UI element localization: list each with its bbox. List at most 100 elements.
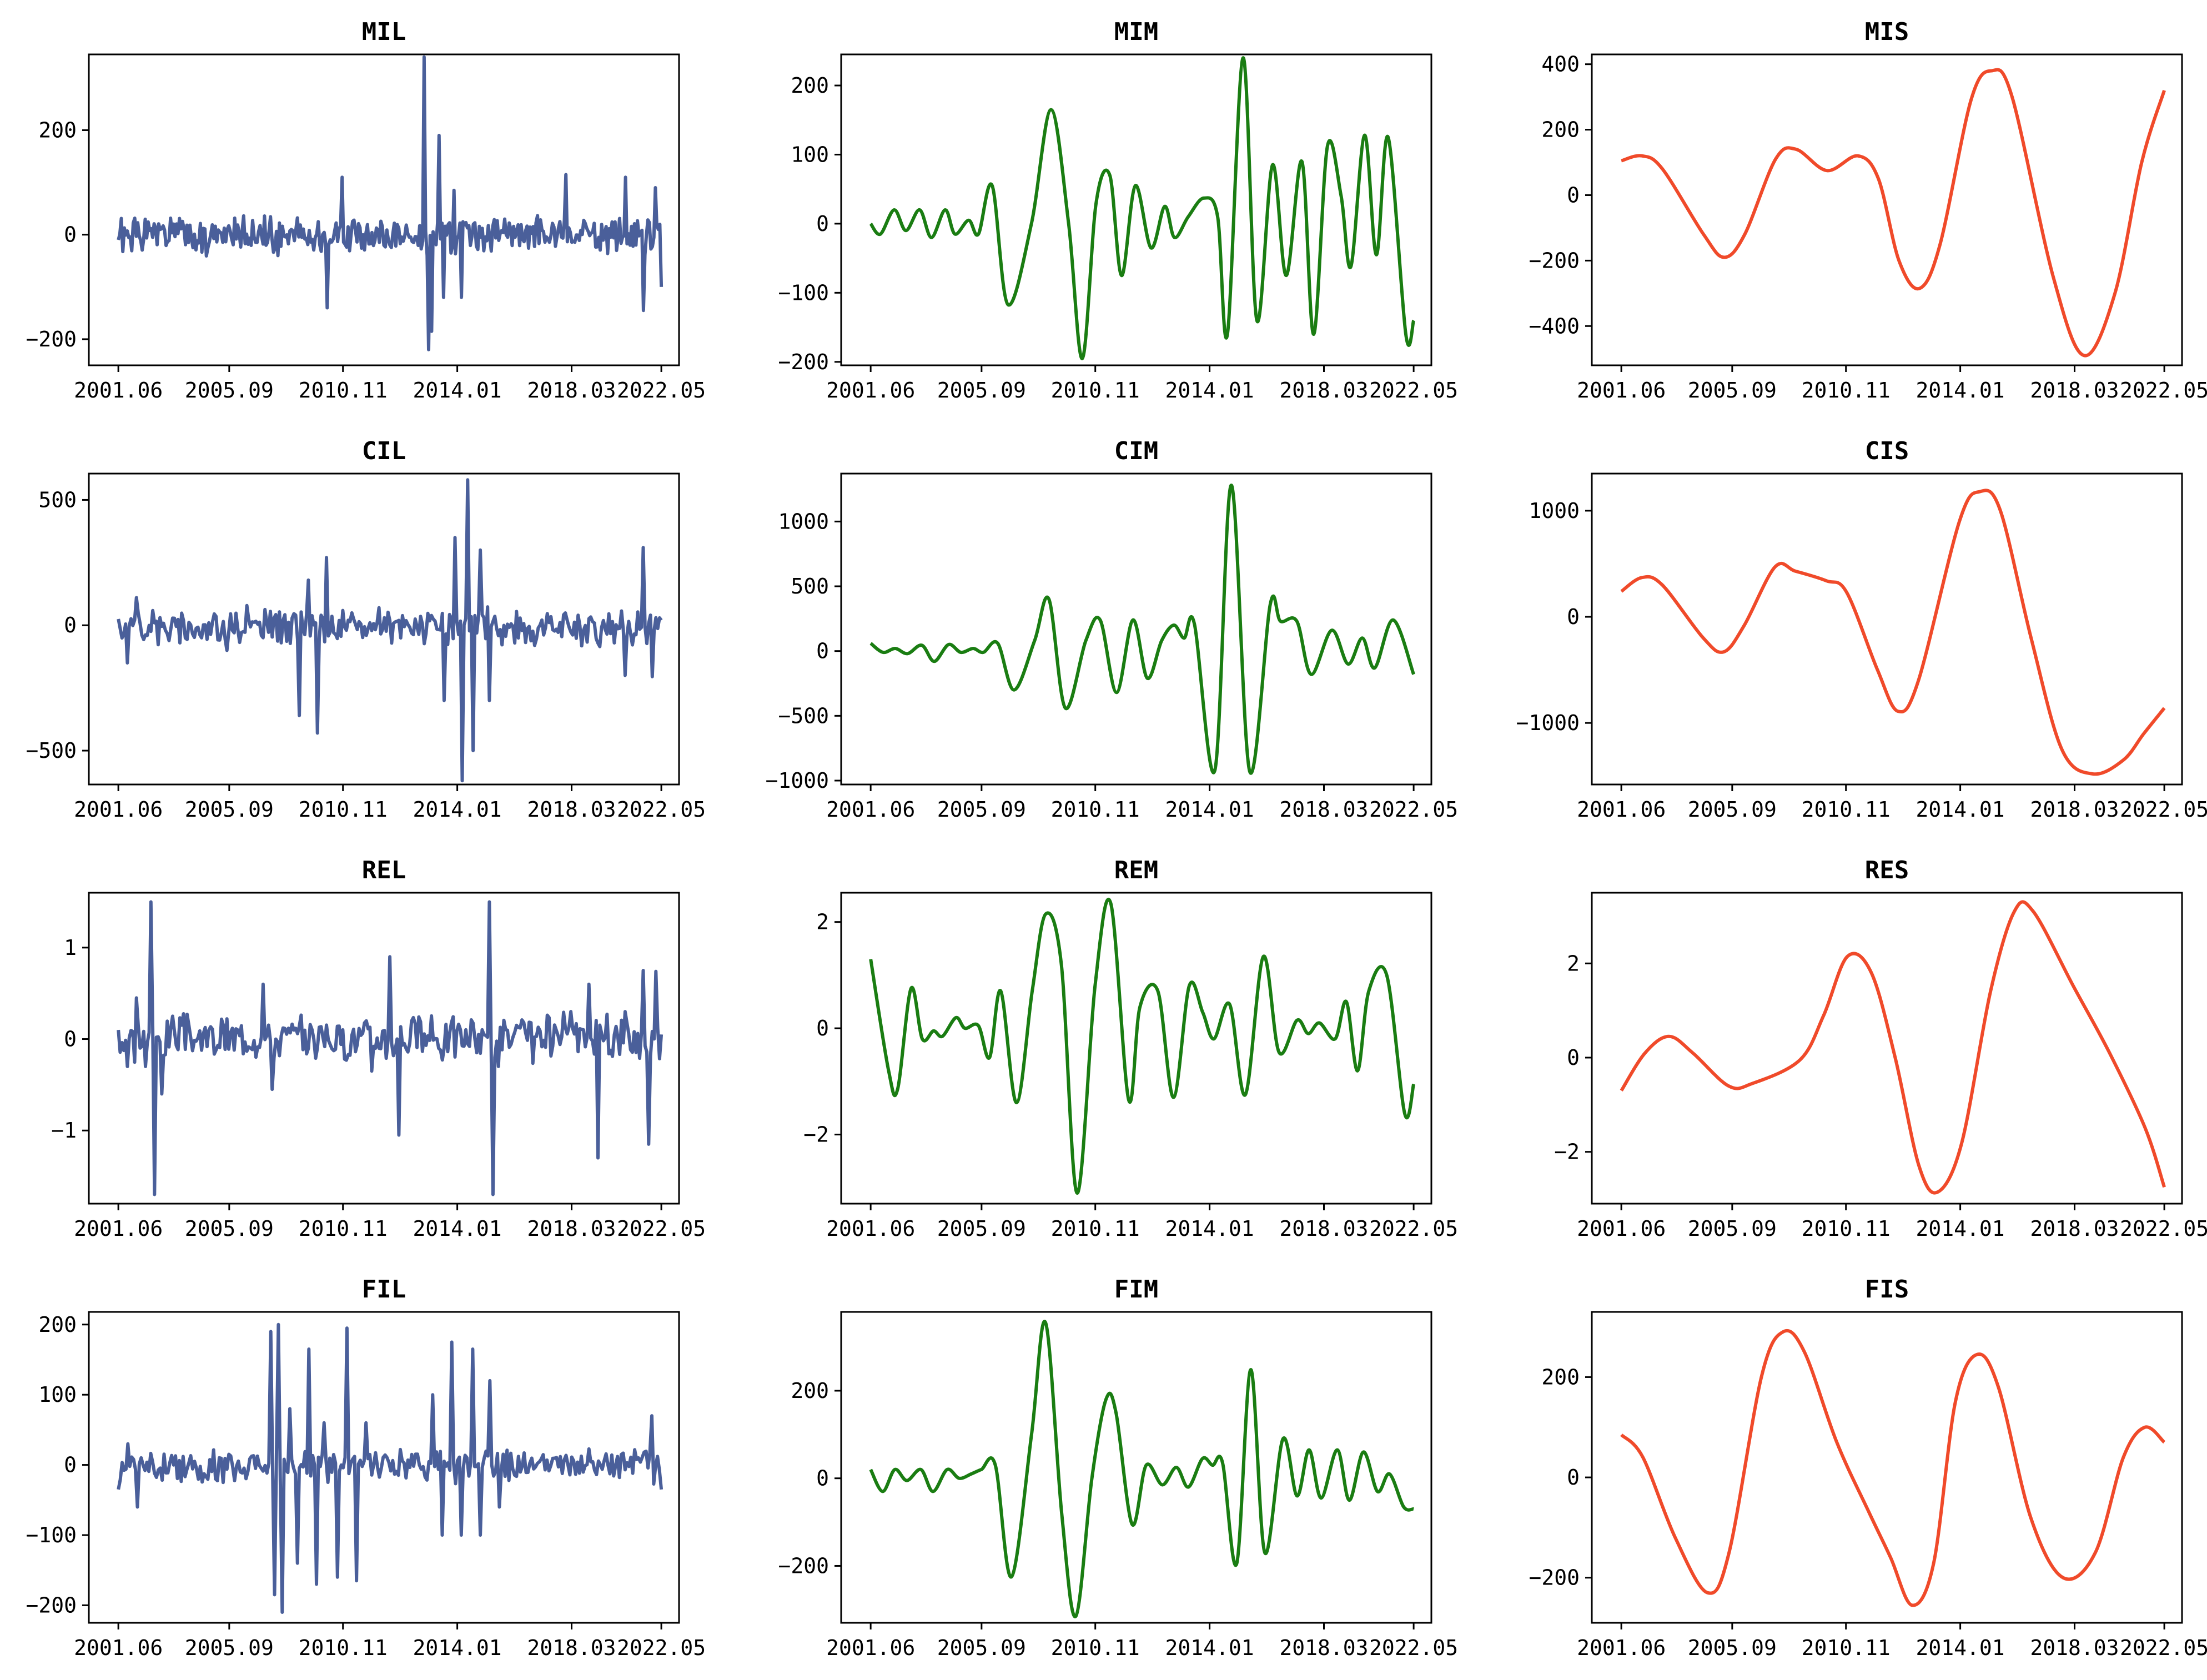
x-tick-label: 2005.09 (1688, 1216, 1777, 1241)
y-tick-label: −2 (803, 1123, 829, 1147)
x-tick-label: 2005.09 (937, 1216, 1026, 1241)
series-line-cil (117, 478, 663, 783)
x-tick-label: 2001.06 (74, 797, 163, 822)
x-tick-label: 2014.01 (413, 1216, 502, 1241)
x-tick-label: 2014.01 (413, 378, 502, 403)
y-tick-label: 0 (1567, 1465, 1580, 1490)
series-line-rem (869, 897, 1416, 1195)
y-tick-label: 0 (1567, 1045, 1580, 1070)
x-tick-label: 2014.01 (1165, 797, 1254, 822)
y-tick-label: 1 (64, 935, 77, 960)
y-tick-label: −200 (1529, 248, 1580, 273)
x-tick-label: 2010.11 (1051, 1636, 1140, 1660)
subplot-cil: CIL −500 0 500 2001.06 2005.09 2010.11 2014.01 2… (26, 437, 706, 822)
x-tick-label: 2018.03 (527, 378, 616, 403)
y-tick-label: 200 (791, 73, 829, 98)
y-tick-label: 200 (38, 118, 77, 142)
x-tick-label: 2001.06 (1577, 1636, 1666, 1660)
plot-frame-mil (88, 53, 680, 366)
x-tick-label: 2001.06 (826, 378, 915, 403)
plot-frame-cim (840, 472, 1432, 786)
y-tick-label: −1000 (766, 768, 829, 793)
plot-frame-fil (88, 1311, 680, 1624)
series-line-fim (869, 1320, 1414, 1618)
subplot-title-mil: MIL (362, 18, 406, 46)
x-tick-label: 2014.01 (1916, 1636, 2005, 1660)
x-tick-label: 2014.01 (413, 797, 502, 822)
plot-frame-mis (1591, 53, 2183, 366)
x-tick-label: 2010.11 (299, 378, 388, 403)
x-tick-label: 2010.11 (1802, 1636, 1891, 1660)
y-tick-label: 500 (791, 574, 829, 598)
x-tick-label: 2018.03 (2030, 1636, 2119, 1660)
subplot-title-rel: REL (362, 856, 406, 884)
x-tick-label: 2001.06 (74, 378, 163, 403)
x-tick-label: 2022.05 (617, 797, 706, 822)
subplot-rel: REL −1 0 1 2001.06 2005.09 2010.11 2014.01 2018.… (51, 856, 706, 1241)
x-tick-label: 2018.03 (1279, 1636, 1368, 1660)
x-tick-label: 2001.06 (826, 797, 915, 822)
subplot-fim: FIM −200 0 200 2001.06 2005.09 2010.11 2014.01 2… (778, 1275, 1458, 1660)
subplot-title-fis: FIS (1865, 1275, 1909, 1304)
x-tick-label: 2018.03 (2030, 797, 2119, 822)
x-tick-label: 2001.06 (1577, 797, 1666, 822)
y-tick-label: 400 (1541, 52, 1580, 77)
series-line-mil (117, 55, 663, 351)
y-tick-label: 0 (64, 223, 77, 247)
y-tick-label: −500 (778, 703, 829, 728)
y-tick-label: 100 (38, 1382, 77, 1407)
x-tick-label: 2018.03 (2030, 1216, 2119, 1241)
x-tick-label: 2001.06 (826, 1216, 915, 1241)
x-tick-label: 2014.01 (1165, 378, 1254, 403)
x-tick-label: 2005.09 (1688, 378, 1777, 403)
subplot-title-mim: MIM (1114, 18, 1158, 46)
subplot-title-mis: MIS (1865, 18, 1909, 46)
plot-frame-cil (88, 472, 680, 786)
x-tick-label: 2005.09 (937, 378, 1026, 403)
x-tick-label: 2018.03 (1279, 1216, 1368, 1241)
subplot-cim: CIM −1000 −500 0 500 1000 2001.06 2005.09 2010.1… (766, 437, 1459, 822)
y-tick-label: 0 (1567, 183, 1580, 207)
x-tick-label: 2005.09 (185, 378, 274, 403)
y-tick-label: 0 (64, 1453, 77, 1477)
x-tick-label: 2005.09 (185, 1636, 274, 1660)
y-tick-label: 200 (1541, 1365, 1580, 1389)
x-tick-label: 2018.03 (527, 1216, 616, 1241)
x-tick-label: 2005.09 (1688, 797, 1777, 822)
x-tick-label: 2022.05 (617, 1636, 706, 1660)
y-tick-label: 0 (816, 639, 829, 663)
x-tick-label: 2001.06 (1577, 1216, 1666, 1241)
subplot-mil: MIL −200 0 200 2001.06 2005.09 2010.11 2014.01 2… (26, 18, 706, 403)
x-tick-label: 2022.05 (1369, 797, 1458, 822)
x-tick-label: 2001.06 (74, 1636, 163, 1660)
subplot-title-rem: REM (1114, 856, 1158, 884)
plot-frame-rem (840, 892, 1432, 1205)
x-tick-label: 2010.11 (1051, 378, 1140, 403)
subplot-title-cim: CIM (1114, 437, 1158, 465)
y-tick-label: 2 (816, 910, 829, 934)
subplot-title-fim: FIM (1114, 1275, 1158, 1304)
y-tick-label: −2 (1554, 1140, 1580, 1164)
y-tick-label: 100 (791, 142, 829, 167)
y-tick-label: 0 (64, 613, 77, 637)
x-tick-label: 2014.01 (1916, 797, 2005, 822)
y-tick-label: 0 (64, 1027, 77, 1052)
plot-frame-fim (840, 1311, 1432, 1624)
subplot-title-cis: CIS (1865, 437, 1909, 465)
x-tick-label: 2010.11 (299, 1216, 388, 1241)
series-line-mis (1621, 68, 2166, 358)
x-tick-label: 2010.11 (1802, 1216, 1891, 1241)
x-tick-label: 2010.11 (1802, 797, 1891, 822)
subplot-title-fil: FIL (362, 1275, 406, 1304)
subplot-mim: MIM −200 −100 0 100 200 2001.06 2005.09 2010.11 2… (778, 18, 1458, 403)
series-line-rel (117, 900, 663, 1196)
y-tick-label: 200 (38, 1312, 77, 1337)
y-tick-label: 1000 (1529, 499, 1580, 523)
y-tick-label: −500 (26, 738, 77, 763)
x-tick-label: 2014.01 (1165, 1636, 1254, 1660)
x-tick-label: 2022.05 (2120, 1636, 2207, 1660)
x-tick-label: 2010.11 (1051, 797, 1140, 822)
x-tick-label: 2022.05 (1369, 1216, 1458, 1241)
plot-frame-cis (1591, 472, 2183, 786)
